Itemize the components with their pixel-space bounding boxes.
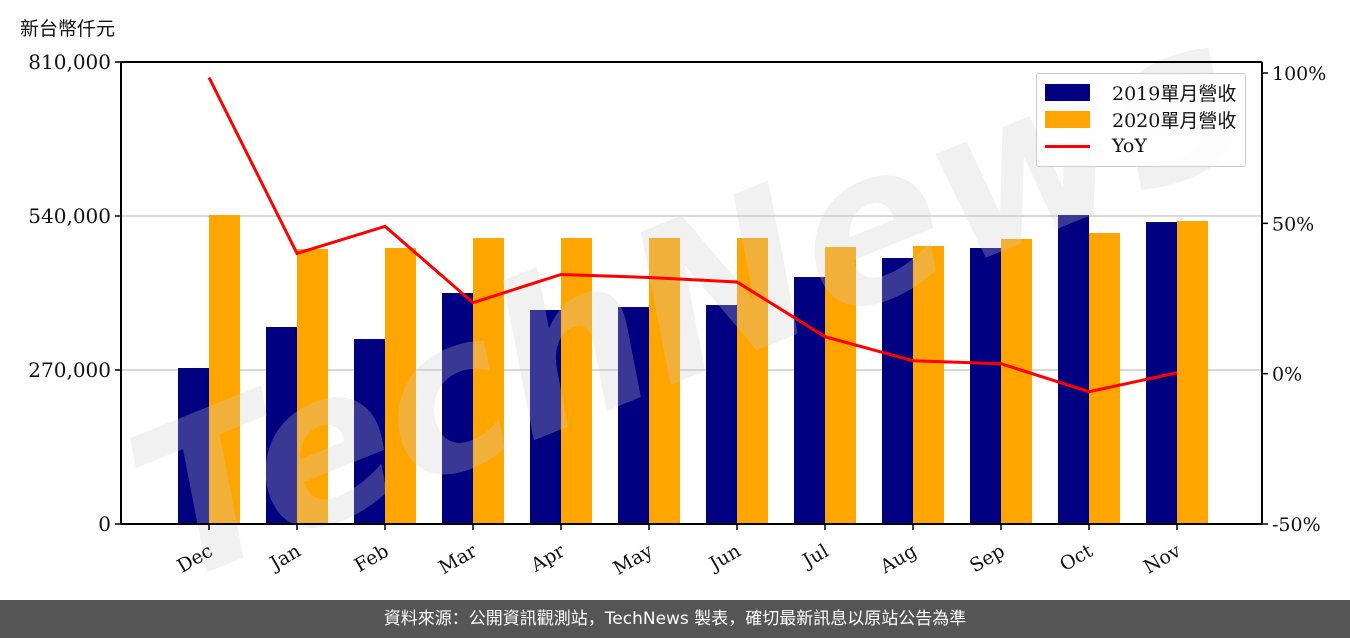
- bar-2020單月營收: [913, 246, 944, 525]
- legend-label: YoY: [1112, 135, 1147, 157]
- x-tick-label: Jul: [797, 540, 832, 573]
- bar-2020單月營收: [825, 247, 856, 525]
- y-tick-label: 270,000: [28, 358, 111, 382]
- legend-swatch-2019: [1045, 83, 1090, 101]
- x-tick-label: Sep: [966, 540, 1009, 577]
- bar-2020單月營收: [561, 238, 592, 524]
- bar-2020單月營收: [209, 215, 240, 524]
- y2-tick-label: 50%: [1272, 213, 1314, 235]
- legend-line-yoy: [1045, 144, 1090, 148]
- legend-item-2019: 2019單月營收: [1045, 80, 1237, 105]
- bar-2020單月營收: [1177, 221, 1208, 524]
- bar-2020單月營收: [1089, 232, 1120, 524]
- bar-2019單月營收: [882, 258, 913, 524]
- chart-legend: 2019單月營收 2020單月營收 YoY: [1036, 73, 1246, 167]
- bar-2019單月營收: [354, 339, 385, 524]
- x-tick-label: Mar: [435, 539, 481, 578]
- bar-2020單月營收: [385, 247, 416, 524]
- y2-tick-label: 0%: [1272, 364, 1302, 386]
- bar-2019單月營收: [618, 307, 649, 524]
- y2-tick-label: -50%: [1272, 514, 1321, 536]
- y-tick-label: 540,000: [28, 204, 111, 228]
- bar-2019單月營收: [178, 368, 209, 524]
- y-tick-label: 810,000: [28, 50, 111, 74]
- bar-2020單月營收: [297, 249, 328, 524]
- x-tick-label: May: [610, 540, 657, 580]
- bar-2020單月營收: [1001, 238, 1032, 524]
- bar-2019單月營收: [442, 293, 473, 524]
- bar-2019單月營收: [706, 305, 737, 524]
- legend-item-yoy: YoY: [1045, 134, 1147, 158]
- y2-tick-label: 100%: [1272, 63, 1326, 85]
- yoy-line: [207, 76, 1178, 394]
- bar-2020單月營收: [473, 238, 504, 524]
- bar-2020單月營收: [649, 238, 680, 524]
- legend-item-2020: 2020單月營收: [1045, 107, 1237, 132]
- x-tick-label: Oct: [1056, 540, 1097, 576]
- legend-label: 2019單月營收: [1112, 82, 1237, 105]
- bar-2019單月營收: [1058, 215, 1089, 524]
- bar-2019單月營收: [970, 247, 1001, 524]
- legend-swatch-2020: [1045, 110, 1090, 128]
- source-footer: 資料來源：公開資訊觀測站，TechNews 製表，確切最新訊息以原站公告為準: [0, 600, 1350, 638]
- y-axis-unit-label: 新台幣仟元: [20, 18, 116, 40]
- x-tick-label: Nov: [1140, 540, 1185, 579]
- x-tick-label: Aug: [876, 540, 921, 579]
- y-tick-label: 0: [98, 512, 111, 536]
- bar-2019單月營收: [266, 326, 297, 524]
- x-tick-label: Apr: [526, 539, 569, 576]
- bar-2019單月營收: [794, 277, 825, 524]
- x-tick-label: Jun: [704, 540, 745, 576]
- bar-2019單月營收: [530, 309, 561, 524]
- legend-label: 2020單月營收: [1112, 109, 1237, 132]
